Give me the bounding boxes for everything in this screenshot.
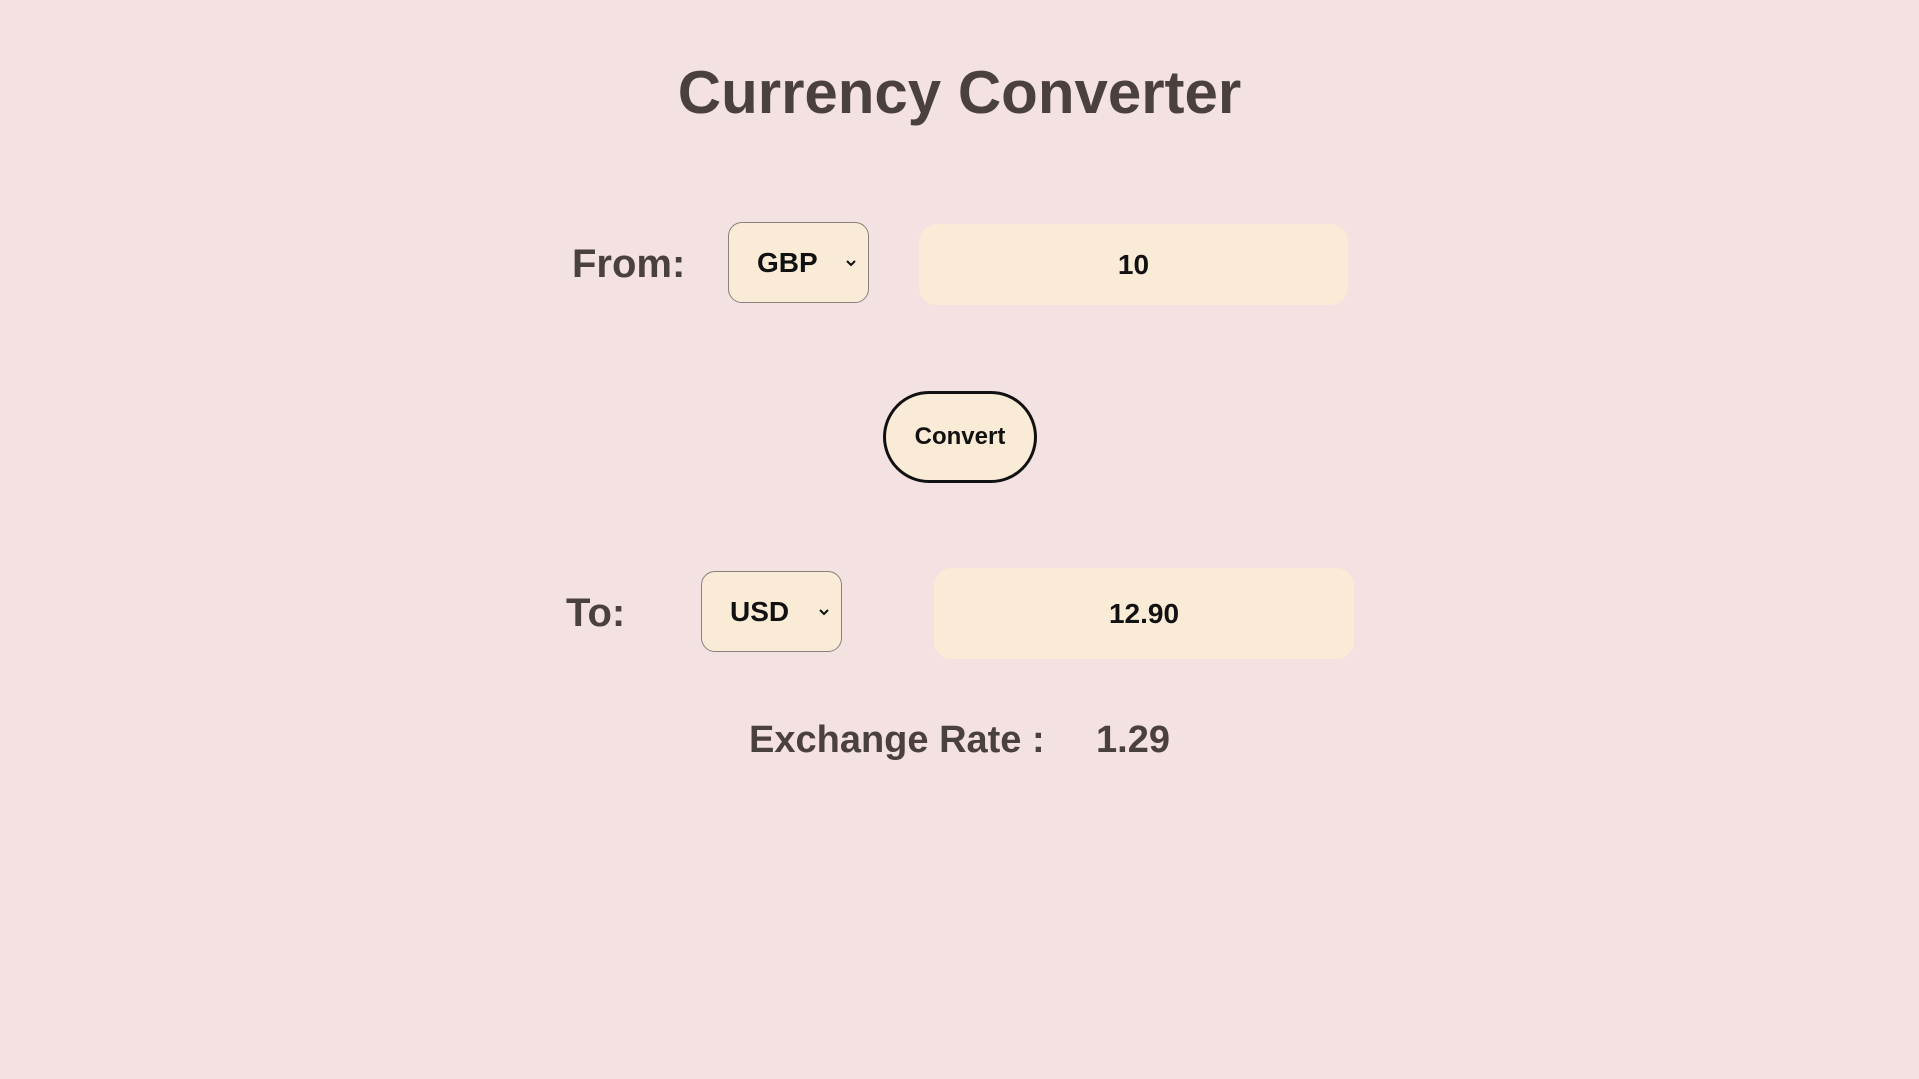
chevron-down-icon bbox=[819, 608, 829, 615]
convert-button[interactable]: Convert bbox=[883, 391, 1037, 483]
to-amount-value: 12.90 bbox=[1108, 597, 1180, 629]
to-currency-value: USD bbox=[730, 595, 790, 627]
to-label: To: bbox=[566, 591, 626, 635]
exchange-rate-value: 1.29 bbox=[1096, 719, 1170, 761]
from-currency-select[interactable]: GBP bbox=[728, 222, 869, 303]
page-title: Currency Converter bbox=[677, 59, 1242, 126]
from-label: From: bbox=[572, 242, 686, 286]
exchange-rate-label: Exchange Rate : bbox=[749, 719, 1045, 761]
from-amount-input[interactable]: 10 bbox=[919, 224, 1348, 305]
to-currency-select[interactable]: USD bbox=[701, 571, 842, 652]
from-amount-value: 10 bbox=[1117, 248, 1150, 280]
from-currency-value: GBP bbox=[757, 246, 818, 278]
to-amount-output: 12.90 bbox=[934, 568, 1354, 659]
chevron-down-icon bbox=[846, 259, 856, 266]
